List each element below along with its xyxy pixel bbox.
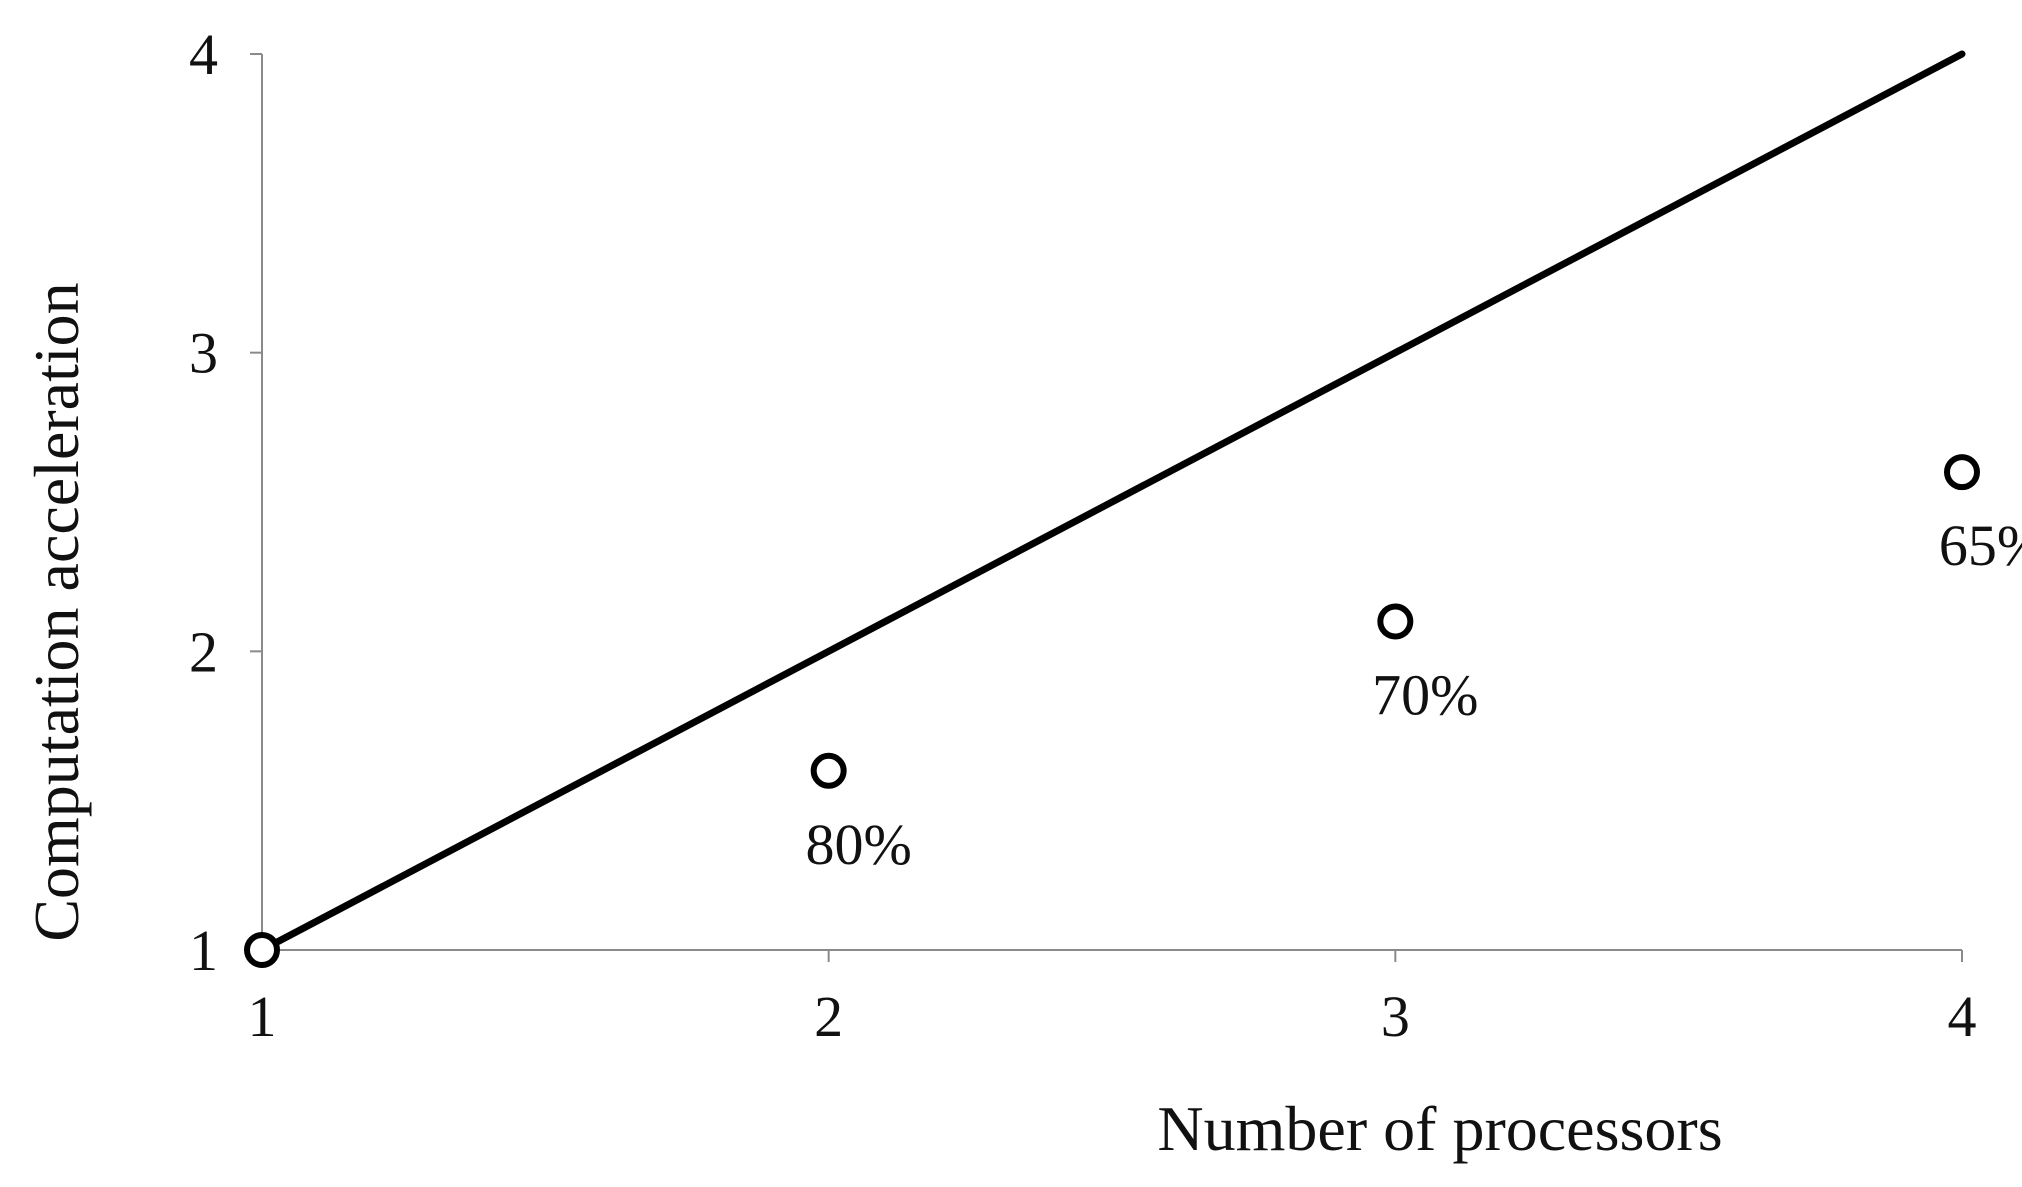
series-layer [244, 50, 1980, 968]
ideal-line [258, 50, 1966, 954]
x-tick-label: 2 [814, 984, 843, 1049]
y-tick-label: 2 [189, 619, 218, 684]
data-labels-layer: 80% 70% 65% [806, 513, 2022, 877]
data-label: 65% [1939, 513, 2022, 578]
x-tick-label: 4 [1948, 984, 1977, 1049]
y-tick-label: 3 [189, 321, 218, 386]
data-point [1944, 454, 1980, 491]
y-tick-label: 4 [189, 22, 218, 87]
axes-layer [261, 54, 1962, 951]
x-axis-title: Number of processors [1157, 1093, 1722, 1164]
data-point [810, 752, 847, 789]
data-point [1377, 603, 1414, 640]
data-label: 80% [806, 812, 912, 877]
data-point [244, 932, 280, 968]
y-axis-title: Computation acceleration [21, 282, 92, 941]
y-tick-label: 1 [189, 918, 218, 983]
ticks-layer: 1 2 3 4 1 2 3 4 [189, 22, 1977, 1049]
x-tick-label: 1 [248, 984, 277, 1049]
data-label: 70% [1372, 662, 1478, 727]
x-tick-label: 3 [1381, 984, 1410, 1049]
